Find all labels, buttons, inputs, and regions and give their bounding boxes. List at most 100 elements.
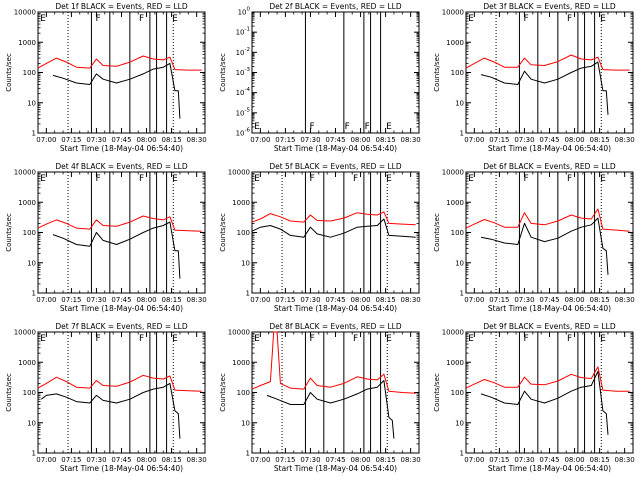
panel-det-1: Det 1f BLACK = Events, RED = LLD 1 10 100 10… — [5, 2, 207, 153]
y-tick-label: 1 — [246, 290, 250, 298]
plot-frame — [251, 171, 420, 294]
interval-marker: E — [386, 122, 392, 132]
interval-marker: F — [567, 14, 572, 24]
y-tick-label: 100 — [23, 69, 36, 77]
x-tick-label: 07:00 — [250, 136, 270, 144]
interval-marker: F — [365, 122, 370, 132]
panel-title: Det 7f BLACK = Events, RED = LLD — [55, 322, 188, 331]
series-events — [480, 217, 609, 275]
x-tick-label: 08:30 — [615, 456, 635, 464]
interval-marker: E — [600, 14, 606, 24]
x-tick-label: 07:00 — [36, 296, 56, 304]
panel-title: Det 1f BLACK = Events, RED = LLD — [55, 2, 188, 11]
x-tick-label: 07:45 — [539, 296, 559, 304]
x-tick-label: 08:15 — [162, 296, 182, 304]
y-axis-label: Counts/sec — [219, 213, 227, 252]
x-tick-label: 08:30 — [187, 136, 207, 144]
series-events — [480, 61, 609, 115]
y-tick-label: 10 — [241, 259, 250, 267]
y-tick-label: 1000 — [18, 359, 36, 367]
plot-frame — [465, 171, 634, 294]
plot-frame — [251, 11, 420, 134]
interval-marker: E — [600, 174, 606, 184]
interval-marker: F — [310, 122, 315, 132]
x-tick-label: 08:30 — [401, 456, 421, 464]
y-tick-label: 1000 — [446, 359, 464, 367]
x-tick-label: 07:00 — [250, 456, 270, 464]
x-tick-label: 08:00 — [564, 456, 584, 464]
x-tick-label: 07:15 — [61, 296, 81, 304]
interval-marker: E — [254, 334, 260, 344]
series-lld — [465, 54, 630, 71]
y-tick-label: 100 — [238, 7, 251, 17]
x-axis-label: Start Time (18-May-04 06:54:40) — [60, 304, 183, 313]
y-tick-label: 100 — [451, 389, 464, 397]
y-tick-label: 10000 — [14, 329, 36, 337]
interval-marker: F — [310, 174, 315, 184]
interval-marker: E — [386, 334, 392, 344]
interval-marker: E — [254, 122, 260, 132]
y-tick-label: 100 — [451, 69, 464, 77]
x-tick-label: 08:00 — [564, 296, 584, 304]
y-tick-label: 1 — [460, 450, 464, 458]
interval-marker: E — [172, 334, 178, 344]
panel-det-7: Det 7f BLACK = Events, RED = LLD 1 10 100 10… — [5, 322, 207, 473]
x-tick-label: 07:45 — [111, 136, 131, 144]
x-tick-label: 07:15 — [489, 456, 509, 464]
x-tick-label: 07:30 — [514, 136, 534, 144]
y-tick-label: 1 — [32, 290, 36, 298]
x-tick-label: 08:15 — [590, 136, 610, 144]
interval-marker: E — [600, 334, 606, 344]
y-tick-label: 10000 — [14, 169, 36, 177]
y-tick-label: 10000 — [442, 169, 464, 177]
plot-frame — [465, 331, 634, 454]
x-tick-label: 08:30 — [615, 296, 635, 304]
y-tick-label: 10-5 — [236, 107, 251, 117]
x-axis-label: Start Time (18-May-04 06:54:40) — [488, 464, 611, 473]
y-tick-label: 10 — [27, 99, 36, 107]
interval-marker: F — [524, 14, 529, 24]
interval-marker: E — [468, 174, 474, 184]
series-lld — [37, 215, 202, 232]
interval-marker: F — [139, 334, 144, 344]
y-tick-label: 10 — [455, 259, 464, 267]
interval-marker: F — [310, 334, 315, 344]
series-lld — [465, 208, 630, 232]
y-tick-label: 10 — [455, 419, 464, 427]
interval-marker: F — [139, 14, 144, 24]
x-tick-label: 07:00 — [250, 296, 270, 304]
x-axis-label: Start Time (18-May-04 06:54:40) — [274, 144, 397, 153]
x-tick-label: 08:00 — [136, 456, 156, 464]
panel-title: Det 6f BLACK = Events, RED = LLD — [483, 162, 616, 171]
y-tick-label: 1 — [460, 290, 464, 298]
y-tick-label: 10000 — [228, 329, 250, 337]
x-tick-label: 08:00 — [350, 296, 370, 304]
x-axis-label: Start Time (18-May-04 06:54:40) — [488, 144, 611, 153]
panel-title: Det 5f BLACK = Events, RED = LLD — [269, 162, 402, 171]
x-tick-label: 07:00 — [36, 136, 56, 144]
x-tick-label: 08:00 — [564, 136, 584, 144]
y-tick-label: 10-2 — [236, 47, 250, 57]
series-lld — [37, 55, 202, 71]
interval-marker: E — [40, 334, 46, 344]
x-tick-label: 07:00 — [36, 456, 56, 464]
x-axis-label: Start Time (18-May-04 06:54:40) — [60, 464, 183, 473]
x-tick-label: 07:45 — [111, 296, 131, 304]
y-axis-label: Counts/sec — [5, 373, 13, 412]
plot-frame — [465, 11, 634, 134]
x-tick-label: 08:00 — [136, 296, 156, 304]
interval-marker: E — [386, 174, 392, 184]
interval-marker: F — [567, 334, 572, 344]
x-tick-label: 08:00 — [350, 456, 370, 464]
y-tick-label: 10000 — [442, 329, 464, 337]
y-tick-label: 1 — [460, 130, 464, 138]
y-tick-label: 1 — [32, 450, 36, 458]
panel-det-6: Det 6f BLACK = Events, RED = LLD 1 10 100 10… — [433, 162, 635, 313]
y-tick-label: 1000 — [232, 359, 250, 367]
interval-marker: E — [468, 334, 474, 344]
x-tick-label: 07:30 — [300, 456, 320, 464]
panel-det-2: Det 2f BLACK = Events, RED = LLD 10-6 10-5… — [219, 2, 421, 153]
y-axis-label: Counts/sec — [5, 213, 13, 252]
panel-title: Det 9f BLACK = Events, RED = LLD — [483, 322, 616, 331]
series-events — [52, 221, 181, 279]
